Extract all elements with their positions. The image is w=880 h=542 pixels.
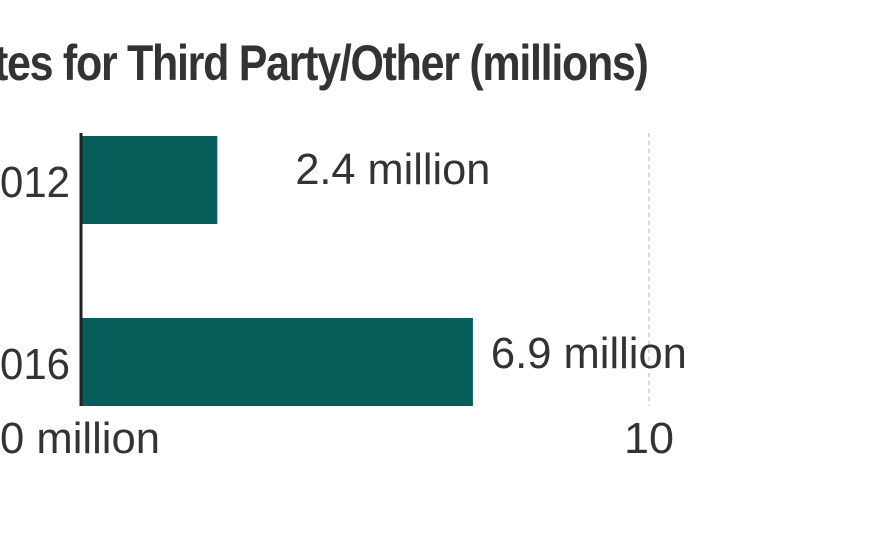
- chart-title: tes for Third Party/Other (millions): [0, 35, 649, 91]
- category-label-1: 016: [0, 340, 70, 389]
- bar-1: [81, 318, 473, 406]
- category-label-0: 012: [0, 158, 70, 207]
- value-label-0: 2.4 million: [295, 145, 490, 194]
- bar-0: [81, 136, 218, 224]
- value-label-1: 6.9 million: [491, 329, 687, 378]
- x-tick-label-0: 0 million: [0, 414, 160, 463]
- label-layer: 012 2.4 million 016 6.9 million 0 million 10: [0, 145, 687, 463]
- x-tick-label-1: 10: [624, 414, 674, 463]
- bar-layer: [79, 133, 473, 406]
